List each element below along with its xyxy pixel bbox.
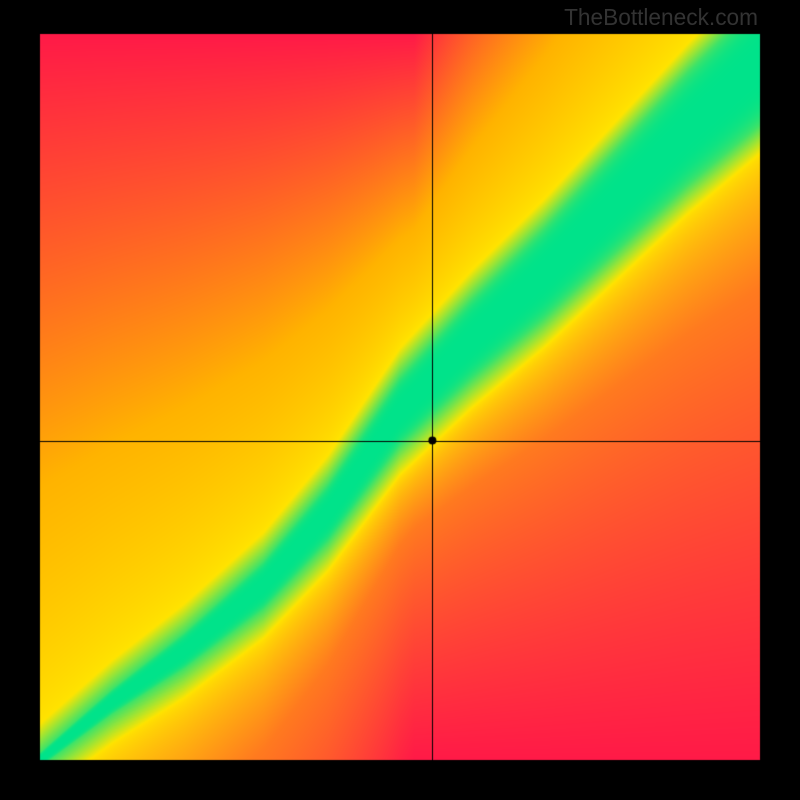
- watermark-text: TheBottleneck.com: [564, 4, 758, 31]
- figure-root: { "watermark": { "text": "TheBottleneck.…: [0, 0, 800, 800]
- heatmap-canvas: [0, 0, 800, 800]
